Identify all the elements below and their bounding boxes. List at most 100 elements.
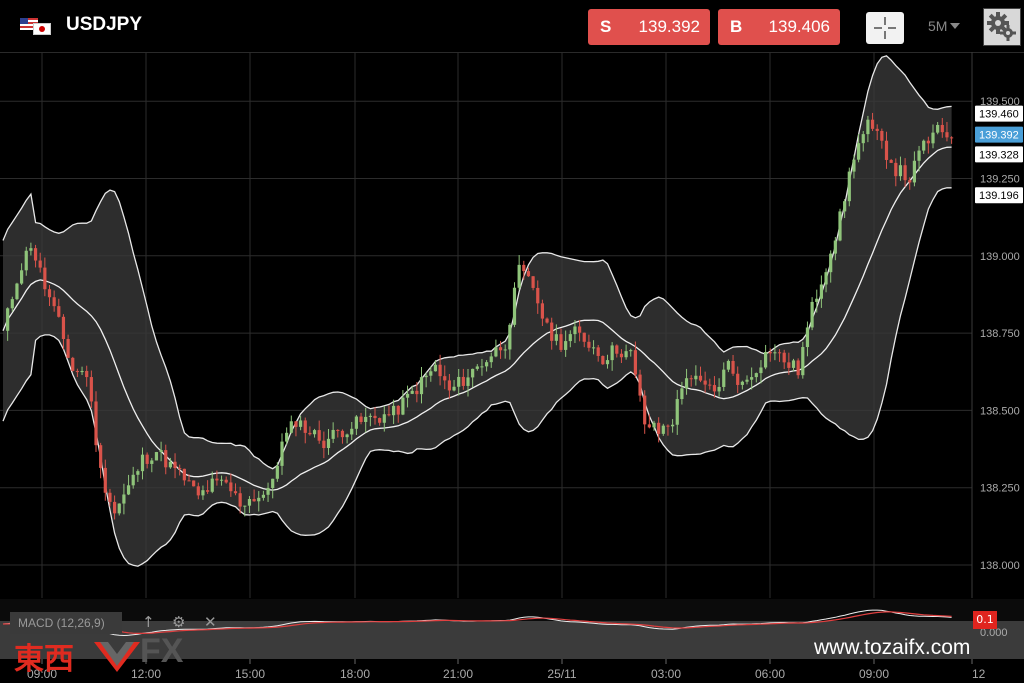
- candle: [489, 352, 493, 368]
- candle-body: [378, 418, 382, 423]
- candle: [261, 490, 265, 501]
- candle: [917, 145, 921, 172]
- candle: [889, 158, 893, 163]
- candle: [480, 358, 484, 376]
- candle: [410, 385, 414, 395]
- candle: [857, 133, 861, 163]
- candle: [201, 485, 205, 500]
- candle: [471, 368, 475, 388]
- candle-body: [819, 284, 823, 299]
- candle: [861, 131, 865, 152]
- website-text: www.tozaifx.com: [814, 636, 971, 659]
- candle: [578, 319, 582, 342]
- candle: [47, 284, 52, 307]
- symbol-title[interactable]: USDJPY: [66, 14, 143, 35]
- candle-body: [582, 332, 586, 342]
- candle: [257, 491, 261, 512]
- candle-body: [950, 137, 954, 139]
- price-tag: [975, 126, 1023, 143]
- candle: [866, 115, 870, 143]
- candle: [164, 444, 168, 475]
- candle-body: [708, 384, 712, 386]
- price-chart[interactable]: 139.500 139.250 139.000 138.750 138.500 138.2…: [0, 52, 1024, 683]
- close-icon[interactable]: ✕: [204, 613, 217, 631]
- candle-body: [657, 422, 661, 434]
- candle: [717, 378, 721, 397]
- candle: [684, 368, 689, 395]
- candle-body: [829, 253, 833, 273]
- candle: [354, 415, 358, 435]
- candle: [308, 426, 312, 436]
- candle-body: [652, 422, 656, 428]
- candle-body: [605, 360, 610, 365]
- candle: [350, 421, 354, 441]
- candle-body: [164, 450, 168, 468]
- candle-body: [815, 298, 819, 302]
- candle: [289, 415, 293, 434]
- candle: [782, 349, 786, 369]
- candle: [387, 405, 391, 417]
- candle: [629, 348, 633, 357]
- candle-body: [401, 397, 405, 415]
- candle: [38, 252, 42, 273]
- candle: [382, 405, 386, 432]
- candle-body: [229, 482, 233, 492]
- candle: [210, 471, 214, 494]
- candle-body: [136, 471, 140, 475]
- x-tick-label: 09:00: [859, 667, 889, 681]
- arrow-up-icon[interactable]: ↑: [142, 613, 155, 631]
- gear-icon[interactable]: ⚙: [172, 613, 186, 631]
- settings-button[interactable]: [983, 8, 1021, 46]
- candle: [810, 297, 814, 331]
- candle: [852, 154, 856, 179]
- candle: [80, 366, 84, 375]
- timeframe-selector[interactable]: 5M: [928, 18, 961, 34]
- candle-body: [810, 301, 814, 328]
- chart-header: USDJPY S 139.392 B 139.406 5M: [0, 0, 1024, 53]
- candle-body: [619, 353, 624, 358]
- candle: [903, 158, 907, 187]
- candle: [336, 429, 340, 438]
- candle-body: [57, 306, 61, 317]
- candle: [740, 380, 744, 390]
- candle: [113, 495, 117, 520]
- candle-body: [498, 347, 503, 351]
- y-tick-label: 139.000: [980, 251, 1020, 263]
- candle-body: [350, 428, 354, 435]
- candle: [20, 263, 24, 285]
- candle: [750, 367, 754, 390]
- candle-body: [224, 479, 228, 483]
- bollinger-band-fill: [3, 55, 952, 567]
- buy-button[interactable]: B 139.406: [718, 9, 840, 45]
- macd-value-tag: 0.1: [973, 611, 997, 629]
- candle-body: [736, 373, 740, 385]
- candle: [926, 136, 930, 154]
- candle: [392, 399, 396, 425]
- candle-body: [712, 385, 717, 392]
- candle: [764, 344, 768, 370]
- candle: [824, 268, 828, 293]
- candle-body: [89, 377, 93, 402]
- candle-body: [559, 334, 563, 350]
- candle-body: [154, 452, 159, 461]
- candle-body: [252, 499, 256, 502]
- candle-body: [531, 276, 535, 288]
- candle: [75, 368, 79, 378]
- candle-body: [926, 140, 930, 144]
- candle: [652, 420, 656, 431]
- candle: [424, 372, 428, 388]
- candle-body: [285, 432, 289, 442]
- candle: [536, 280, 540, 314]
- candle: [131, 466, 135, 489]
- sell-button[interactable]: S 139.392: [588, 9, 710, 45]
- macd-indicator-label[interactable]: MACD (12,26,9): [10, 612, 122, 634]
- candle: [605, 354, 610, 369]
- candle: [6, 307, 10, 341]
- candle-body: [884, 140, 889, 160]
- candle-body: [238, 493, 242, 507]
- crosshair-button[interactable]: [866, 12, 904, 44]
- candle: [303, 417, 307, 444]
- timeframe-label: 5M: [928, 18, 948, 34]
- candle: [870, 112, 875, 132]
- candle-body: [433, 364, 438, 372]
